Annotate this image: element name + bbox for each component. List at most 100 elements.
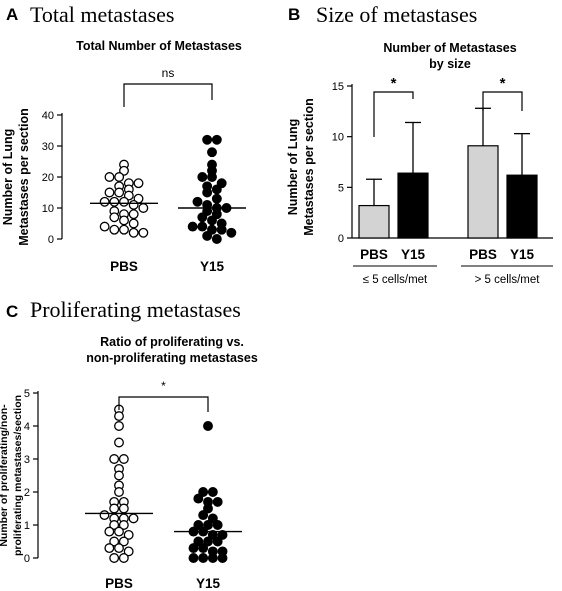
data-point-filled [207, 513, 218, 524]
panel-a-heading: Total metastases [30, 2, 174, 27]
data-point-filled [197, 172, 208, 182]
data-point-filled [212, 536, 223, 547]
data-point-open [114, 470, 124, 481]
data-point-filled [217, 529, 228, 540]
data-point-open [114, 421, 124, 431]
data-point-filled [202, 230, 213, 241]
y-tick-label: 0 [338, 233, 344, 245]
data-point-filled [207, 172, 217, 182]
y-tick-label: 20 [42, 172, 54, 184]
data-point-open [138, 203, 149, 213]
data-point-filled [198, 543, 209, 554]
y-axis-label: Number of Lung [286, 119, 300, 216]
chart-title: by size [429, 57, 471, 71]
y-axis-label: proliferating metastases/section [12, 395, 24, 556]
data-point-filled [192, 196, 203, 207]
data-point-filled [193, 520, 204, 530]
group-label: > 5 cells/met [475, 274, 541, 286]
data-point-filled [207, 215, 217, 226]
y-axis-label: Number of proliferating/non- [0, 404, 10, 547]
data-point-open [99, 221, 110, 232]
significance-label: * [391, 75, 397, 92]
y-axis-label: Metastases per section [17, 108, 31, 246]
data-point-filled [203, 520, 213, 530]
bar [397, 172, 429, 239]
data-point-filled [203, 503, 213, 514]
data-point-open [133, 178, 144, 189]
data-point-filled [203, 536, 213, 547]
data-point-filled [211, 134, 222, 145]
significance-label: * [500, 75, 506, 92]
data-point-open [118, 553, 129, 563]
data-point-filled [217, 553, 228, 563]
category-label: PBS [469, 247, 497, 262]
panel-c-letter: C [6, 302, 18, 321]
data-point-open [118, 520, 129, 530]
y-tick-label: 3 [24, 454, 30, 466]
data-point-filled [188, 543, 199, 554]
data-point-open [119, 215, 129, 226]
category-label: PBS [360, 247, 388, 262]
chart-size-of-metastases: Number of Metastases by size Number of Lun… [286, 41, 553, 286]
data-point-filled [203, 421, 213, 431]
data-point-open [99, 196, 110, 207]
data-point-filled [188, 553, 199, 563]
category-label: Y15 [200, 259, 225, 274]
data-point-open [109, 224, 120, 235]
significance-bracket [118, 396, 209, 412]
significance-label: * [161, 379, 166, 393]
group-label: ≤ 5 cells/met [363, 274, 428, 286]
data-point-open [128, 199, 139, 210]
data-point-open [99, 510, 110, 521]
panel-b-letter: B [288, 5, 300, 24]
data-point-open [128, 209, 139, 220]
y-axis-label: Metastases per section [302, 98, 316, 236]
data-point-open [114, 526, 124, 537]
chart-title: Number of Metastases [383, 41, 516, 55]
data-point-open [104, 526, 115, 537]
data-point-open [114, 437, 124, 448]
data-point-filled [207, 553, 218, 563]
significance-bracket [482, 91, 523, 111]
y-tick-label: 2 [24, 487, 30, 499]
data-point-open [109, 212, 120, 223]
data-point-filled [198, 510, 209, 521]
data-point-open [104, 543, 115, 554]
data-point-filled [212, 496, 223, 507]
y-tick-label: 5 [24, 388, 30, 400]
data-point-filled [197, 221, 208, 232]
data-point-open [109, 196, 120, 207]
category-label: PBS [105, 576, 133, 591]
panel-c-heading: Proliferating metastases [30, 297, 241, 322]
data-point-filled [207, 147, 217, 158]
chart-title: Total Number of Metastases [76, 39, 242, 53]
category-label: Y15 [401, 247, 426, 262]
significance-bracket [373, 91, 414, 137]
data-point-open [114, 487, 124, 497]
significance-bracket [123, 83, 213, 107]
data-point-filled [202, 187, 213, 198]
y-tick-label: 0 [24, 553, 30, 565]
data-point-open [118, 503, 129, 514]
data-point-open [123, 529, 134, 540]
data-point-filled [198, 553, 209, 563]
bar [358, 204, 390, 239]
data-point-open [128, 218, 139, 229]
category-label: Y15 [196, 576, 221, 591]
y-axis-label: Number of Lung [1, 129, 15, 226]
data-point-open [118, 454, 129, 464]
chart-title: non-proliferating metastases [86, 351, 258, 365]
data-point-open [128, 227, 139, 238]
category-label: PBS [110, 259, 138, 274]
data-point-filled [207, 529, 218, 540]
y-tick-label: 10 [42, 203, 54, 215]
chart-total-metastases: Total Number of Metastases Number of Lung… [1, 39, 246, 274]
data-point-filled [212, 520, 223, 530]
data-point-open [109, 454, 120, 464]
data-point-open [109, 536, 120, 547]
data-point-filled [193, 493, 204, 504]
bar [506, 174, 538, 239]
chart-title: Ratio of proliferating vs. [100, 335, 244, 349]
y-tick-label: 4 [24, 421, 30, 433]
